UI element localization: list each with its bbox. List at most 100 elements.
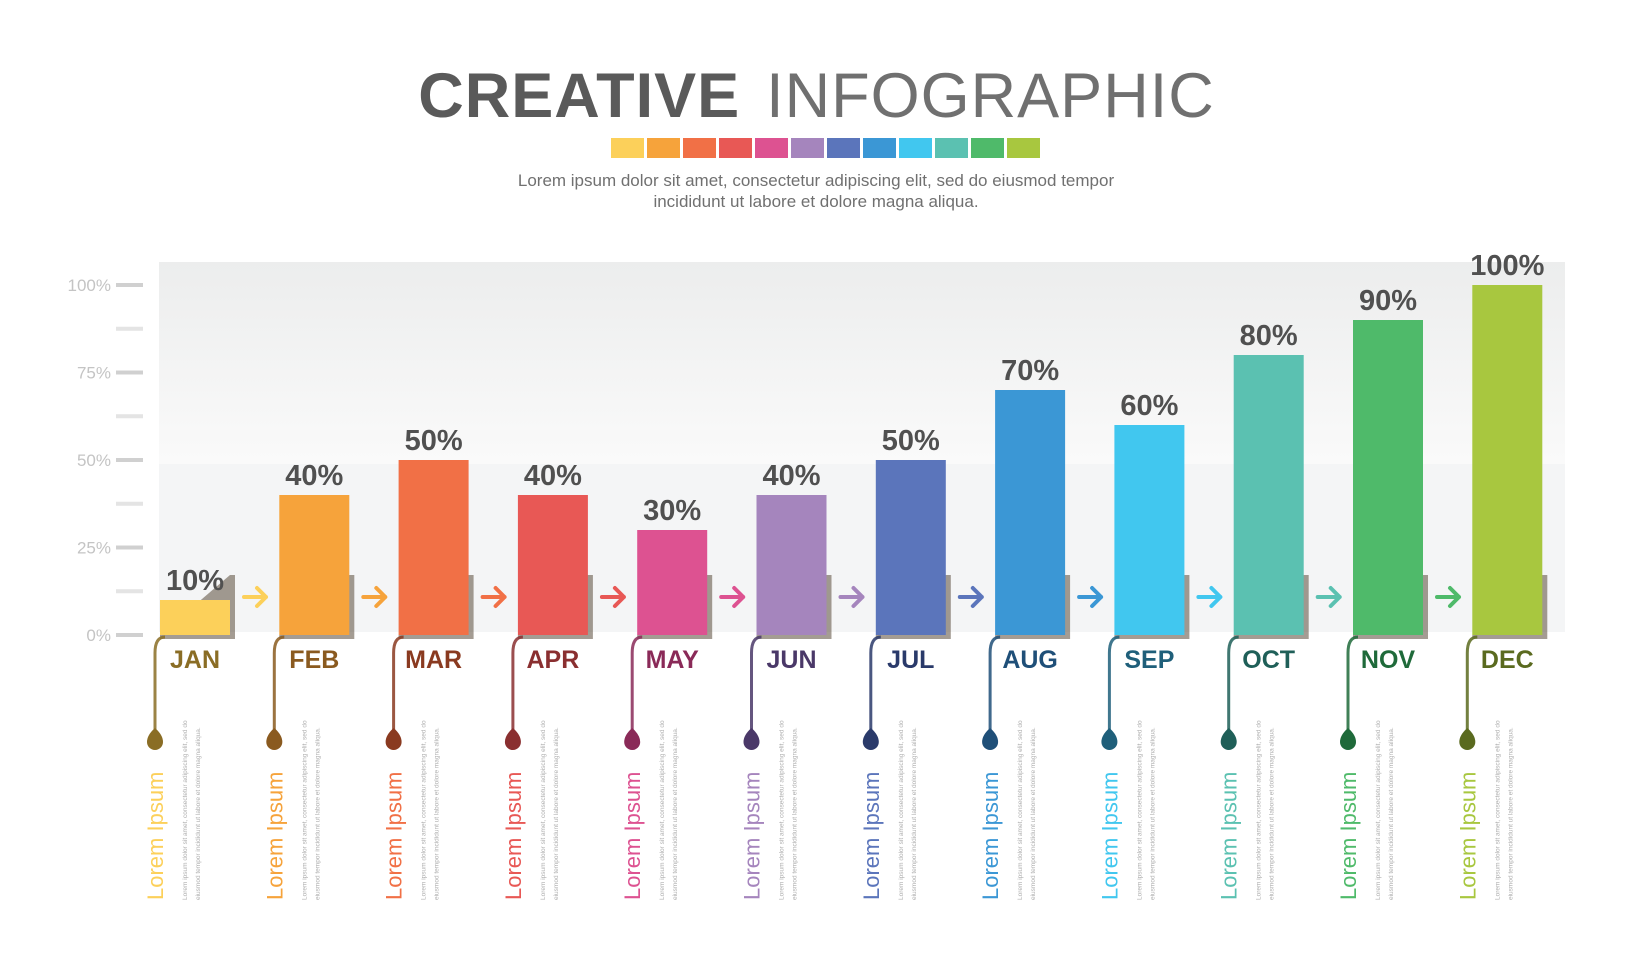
month-label: JUL [887,646,934,674]
y-minor-tick-mark [116,326,143,331]
month-label: JUN [766,646,816,674]
item-text-line: Lorem ipsum dolor sit amet, consectetur … [659,720,666,900]
color-swatch [647,138,680,158]
bar [398,460,469,635]
arrow-icon [1435,586,1461,608]
bar [756,495,827,635]
connector-line [272,635,285,734]
arrow-icon [1315,586,1342,608]
item-title: Lorem Ipsum [740,772,765,900]
bar [875,460,946,635]
item-title: Lorem Ipsum [1455,772,1480,900]
y-tick-mark [116,370,143,375]
bar [160,600,230,635]
data-label: 10% [166,565,224,597]
item-text-line: Lorem ipsum dolor sit amet, consectetur … [182,720,189,900]
item-title: Lorem Ipsum [1336,772,1361,900]
timeline-drop [1459,728,1476,750]
month-label: NOV [1361,646,1416,674]
arrow-icon [1077,586,1104,608]
arrow-icon [957,586,984,608]
bar [1233,355,1304,635]
color-swatch [899,138,932,158]
timeline-drop [1101,728,1118,750]
month-label: JAN [170,646,220,674]
timeline-drop [862,728,879,750]
month-label: SEP [1124,646,1174,674]
bar [637,530,708,635]
month-label: MAR [405,646,462,674]
data-label: 40% [285,460,343,492]
bar [1353,320,1423,635]
data-label: 50% [882,425,940,457]
color-swatch [719,138,752,158]
timeline-drop [982,728,999,750]
item-title: Lorem Ipsum [1097,772,1122,900]
bar [995,390,1066,635]
data-label: 90% [1359,285,1417,317]
color-swatch [611,138,644,158]
connector-line [1107,635,1120,734]
item-text-line: eiusmod tempor incididunt ut labore et d… [672,727,679,900]
connector-line [630,635,643,734]
color-swatch [755,138,788,158]
item-text-line: Lorem ipsum dolor sit amet, consectetur … [1017,720,1024,900]
background-panel-upper [159,262,1565,464]
timeline-drop [743,728,760,750]
item-title: Lorem Ipsum [143,772,168,900]
title-bold: CREATIVE [418,61,741,131]
timeline-drop [1340,728,1356,750]
timeline-drop [504,728,521,750]
y-tick-label: 75% [77,364,111,383]
item-title: Lorem Ipsum [978,772,1003,900]
item-title: Lorem Ipsum [382,772,407,900]
timeline-drop [1220,728,1237,750]
item-text-line: eiusmod tempor incididunt ut labore et d… [1269,727,1276,900]
arrow-icon [1196,586,1223,608]
arrow-icon [599,586,626,608]
data-label: 60% [1120,390,1178,422]
item-text-line: eiusmod tempor incididunt ut labore et d… [553,727,560,900]
y-minor-tick-mark [116,501,143,506]
item-text-line: eiusmod tempor incididunt ut labore et d… [1030,727,1037,900]
timeline-drop [147,728,163,750]
month-label: FEB [289,646,339,674]
data-label: 50% [405,425,463,457]
item-text-line: Lorem ipsum dolor sit amet, consectetur … [421,720,428,900]
color-swatch [863,138,896,158]
y-tick-label: 25% [77,539,111,558]
connector-line [153,635,166,734]
y-minor-tick-mark [116,589,143,594]
color-swatch [827,138,860,158]
item-text-line: eiusmod tempor incididunt ut labore et d… [1388,727,1395,900]
item-text-line: Lorem ipsum dolor sit amet, consectetur … [540,720,547,900]
subtitle-line-1: Lorem ipsum dolor sit amet, consectetur … [517,171,1115,190]
month-label: AUG [1002,646,1058,674]
item-text-line: Lorem ipsum dolor sit amet, consectetur … [1136,720,1143,900]
arrow-icon [838,586,865,608]
month-label: OCT [1242,646,1295,674]
connector-line [392,635,404,734]
item-title: Lorem Ipsum [501,772,526,900]
y-tick-label: 100% [68,276,111,295]
item-text-line: Lorem ipsum dolor sit amet, consectetur … [301,720,308,900]
subtitle-line-2: incididunt ut labore et dolore magna ali… [653,192,979,211]
item-text-line: Lorem ipsum dolor sit amet, consectetur … [1494,720,1501,900]
bar [1472,285,1543,635]
data-label: 40% [762,460,820,492]
item-text-line: eiusmod tempor incididunt ut labore et d… [911,727,918,900]
month-label: DEC [1481,646,1534,674]
item-text-line: eiusmod tempor incididunt ut labore et d… [1507,727,1514,900]
arrow-icon [719,586,746,608]
timeline-drop [385,728,402,750]
chart-subtitle: Lorem ipsum dolor sit amet, consectetur … [466,170,1166,212]
bar [1114,425,1185,635]
y-tick-label: 0% [86,626,111,645]
data-label: 100% [1470,250,1544,282]
item-text-line: eiusmod tempor incididunt ut labore et d… [792,727,799,900]
bar [517,495,588,635]
color-swatch [683,138,716,158]
arrow-icon [242,586,268,608]
timeline-drop [266,728,283,750]
